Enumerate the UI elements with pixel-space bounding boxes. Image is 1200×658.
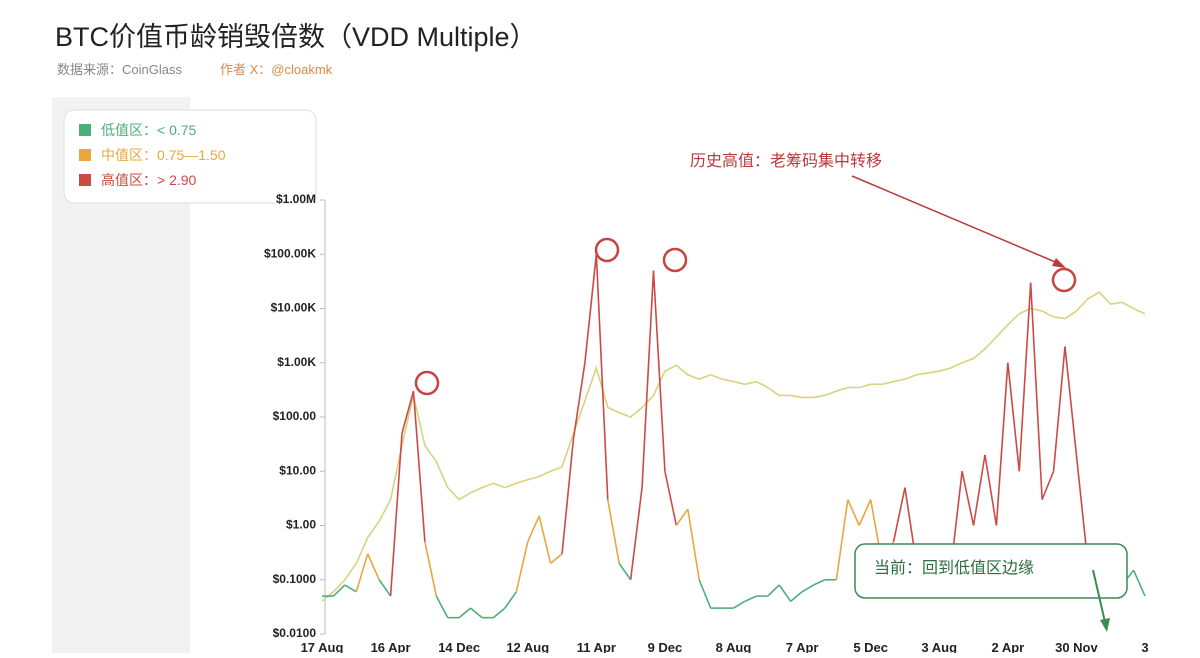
vdd-segment	[698, 579, 712, 609]
vdd-segment	[366, 553, 380, 581]
vdd-segment	[801, 584, 814, 593]
y-tick-label: $0.1000	[273, 572, 317, 586]
vdd-segment	[1029, 282, 1043, 500]
vdd-segment	[1041, 470, 1055, 500]
vdd-segment	[378, 579, 392, 597]
legend-swatch	[79, 149, 91, 161]
x-tick-label: 2 Apr	[991, 640, 1024, 653]
y-tick-label: $100.00	[273, 409, 317, 423]
vdd-segment	[767, 584, 780, 597]
vdd-segment	[515, 541, 529, 592]
vdd-segment	[1018, 282, 1032, 472]
vdd-segment	[435, 595, 449, 619]
vdd-segment	[606, 499, 620, 564]
vdd-segment	[995, 362, 1009, 526]
vdd-segment	[835, 499, 849, 580]
vdd-segment	[332, 584, 346, 597]
vdd-segment	[961, 471, 975, 526]
x-tick-label: 12 Aug	[506, 640, 549, 653]
vdd-segment	[733, 600, 746, 609]
x-tick-label: 3	[1141, 640, 1148, 653]
x-tick-label: 14 Dec	[438, 640, 480, 653]
vdd-segment	[504, 591, 517, 609]
vdd-segment	[424, 541, 438, 597]
vdd-segment	[401, 390, 415, 434]
vdd-segment	[1052, 346, 1066, 472]
legend-swatch	[79, 174, 91, 186]
legend-box	[63, 109, 317, 204]
x-tick-label: 30 Nov	[1055, 640, 1098, 653]
vdd-segment	[470, 607, 483, 619]
vdd-segment	[538, 515, 552, 564]
x-tick-label: 8 Aug	[716, 640, 752, 653]
note-box	[854, 543, 1128, 599]
peak-circle	[594, 237, 620, 263]
vdd-segment	[1132, 569, 1146, 597]
vdd-segment	[595, 254, 609, 500]
source: 数据来源：CoinGlass	[57, 62, 182, 77]
price-line	[321, 291, 1146, 602]
vdd-segment	[652, 270, 666, 472]
arrow	[1092, 569, 1106, 623]
vdd-segment	[527, 515, 540, 543]
x-tick-label: 11 Apr	[577, 640, 616, 653]
arrow	[851, 175, 1061, 265]
vdd-segment	[389, 433, 403, 597]
author: 作者 X：@cloakmk	[220, 62, 333, 77]
legend-label: 低值区：< 0.75	[101, 122, 197, 138]
legend-label: 高值区：> 2.90	[101, 172, 197, 188]
vdd-segment	[858, 499, 872, 526]
arrow-head	[1100, 618, 1110, 632]
vdd-segment	[458, 607, 472, 619]
annotation: 当前：回到低值区边缘	[874, 559, 1034, 577]
vdd-segment	[892, 487, 906, 542]
vdd-segment	[813, 579, 826, 586]
x-tick-label: 16 Apr	[371, 640, 411, 653]
y-tick-label: $10.00K	[271, 301, 317, 315]
x-tick-label: 7 Apr	[786, 640, 819, 653]
vdd-segment	[847, 499, 860, 526]
vdd-segment	[550, 553, 563, 565]
legend-label: 中值区：0.75—1.50	[101, 147, 226, 163]
vdd-segment	[344, 584, 357, 593]
peak-circle	[1051, 267, 1077, 293]
vdd-segment	[744, 595, 757, 603]
vdd-segment	[972, 454, 986, 526]
vdd-segment	[1007, 362, 1021, 472]
vdd-segment	[664, 471, 678, 526]
y-tick-label: $1.00M	[276, 192, 316, 206]
annotation: 历史高值：老筹码集中转移	[690, 152, 882, 170]
x-tick-label: 3 Aug	[921, 640, 957, 653]
vdd-segment	[492, 607, 506, 619]
vdd-segment	[572, 362, 586, 439]
vdd-segment	[675, 508, 689, 526]
vdd-segment	[618, 562, 632, 581]
vdd-segment	[561, 438, 575, 554]
y-tick-label: $10.00	[279, 463, 316, 477]
vdd-segment	[584, 254, 598, 363]
vdd-segment	[641, 270, 655, 488]
legend-swatch	[79, 124, 91, 136]
y-tick-label: $100.00K	[264, 246, 316, 260]
vdd-segment	[686, 509, 700, 580]
arrow-head	[1052, 258, 1066, 268]
vdd-segment	[984, 454, 998, 526]
y-tick-label: $0.0100	[273, 626, 317, 640]
vdd-segment	[790, 591, 803, 602]
x-tick-label: 9 Dec	[648, 640, 683, 653]
y-tick-label: $1.00K	[277, 355, 316, 369]
vdd-segment	[778, 584, 792, 602]
vdd-segment	[355, 553, 369, 593]
x-tick-label: 17 Aug	[301, 640, 344, 653]
chart-title: BTC价值币龄销毁倍数（VDD Multiple）	[55, 22, 537, 52]
peak-circle	[662, 247, 688, 273]
x-tick-label: 5 Dec	[853, 640, 888, 653]
vdd-segment	[1064, 346, 1078, 456]
vdd-segment	[412, 391, 426, 542]
y-tick-label: $1.00	[286, 518, 316, 532]
peak-circle	[414, 370, 440, 396]
vdd-segment	[629, 487, 643, 580]
